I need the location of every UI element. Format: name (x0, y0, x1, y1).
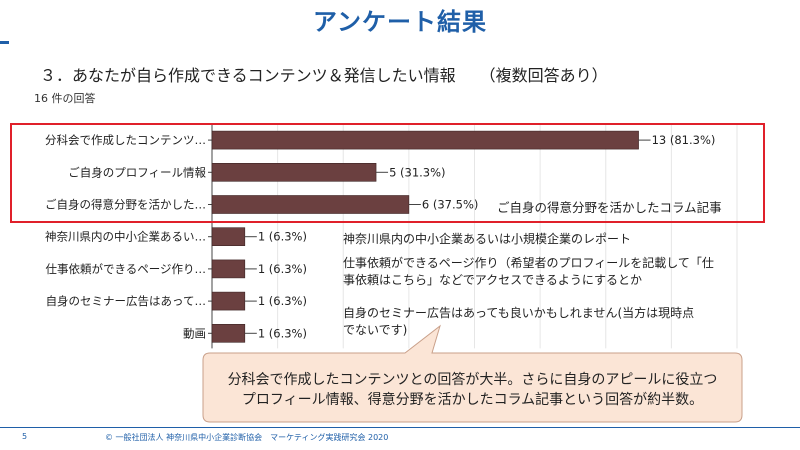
callout-line-2: プロフィール情報、得意分野を活かしたコラム記事という回答が約半数。 (241, 392, 704, 408)
page-number: 5 (22, 432, 28, 441)
value-label: 6 (37.5%) (422, 198, 478, 212)
highlight-box (10, 123, 765, 223)
callout-line-1: 分科会で作成したコンテンツとの回答が大半。さらに自身のアピールに役立つ (227, 372, 718, 388)
category-label: ご自身のプロフィール情報 (68, 165, 206, 179)
value-label: 1 (6.3%) (258, 262, 307, 276)
category-label: ご自身の得意分野を活かした… (45, 198, 206, 212)
slide-title: アンケート結果 (312, 8, 488, 36)
category-label: 仕事依頼ができるページ作り… (45, 262, 206, 276)
value-label: 13 (81.3%) (652, 133, 716, 147)
note-column-article: ご自身の得意分野を活かしたコラム記事 (497, 200, 722, 215)
category-label: 自身のセミナー広告はあって… (46, 294, 206, 308)
note-job-page-line1: 仕事依頼ができるページ作り（希望者のプロフィールを記載して「仕 (343, 256, 714, 270)
note-seminar-line2: でないです) (343, 323, 408, 337)
value-label: 5 (31.3%) (389, 165, 445, 179)
question-text: ３．あなたが自ら作成できるコンテンツ＆発信したい情報 （複数回答あり） (40, 66, 608, 85)
value-label: 1 (6.3%) (258, 230, 307, 244)
category-label: 分科会で作成したコンテンツ… (45, 133, 206, 147)
accent-mark (0, 41, 9, 44)
note-seminar-line1: 自身のセミナー広告はあっても良いかもしれません(当方は現時点 (343, 306, 695, 320)
note-regional-report: 神奈川県内の中小企業あるいは小規模企業のレポート (343, 232, 632, 246)
category-label: 神奈川県内の中小企業あるい… (45, 230, 206, 244)
footer-divider (0, 427, 800, 428)
copyright: © 一般社団法人 神奈川県中小企業診断協会 マーケティング実践研究会 2020 (105, 433, 389, 442)
value-label: 1 (6.3%) (258, 294, 307, 308)
callout-shape (202, 324, 743, 423)
note-job-page-line2: 事依頼はこちら」などでアクセスできるようにするとか (343, 273, 643, 287)
bar-chart: 分科会で作成したコンテンツ… 13 (81.3%) ご自身のプロフィール情報 5 (3… (45, 124, 738, 349)
category-label: 動画 (183, 326, 206, 340)
callout-text: 分科会で作成したコンテンツとの回答が大半。さらに自身のアピールに役立つ プロフィ… (205, 370, 740, 410)
value-label: 1 (6.3%) (258, 326, 307, 340)
response-count: 16 件の回答 (34, 92, 96, 105)
